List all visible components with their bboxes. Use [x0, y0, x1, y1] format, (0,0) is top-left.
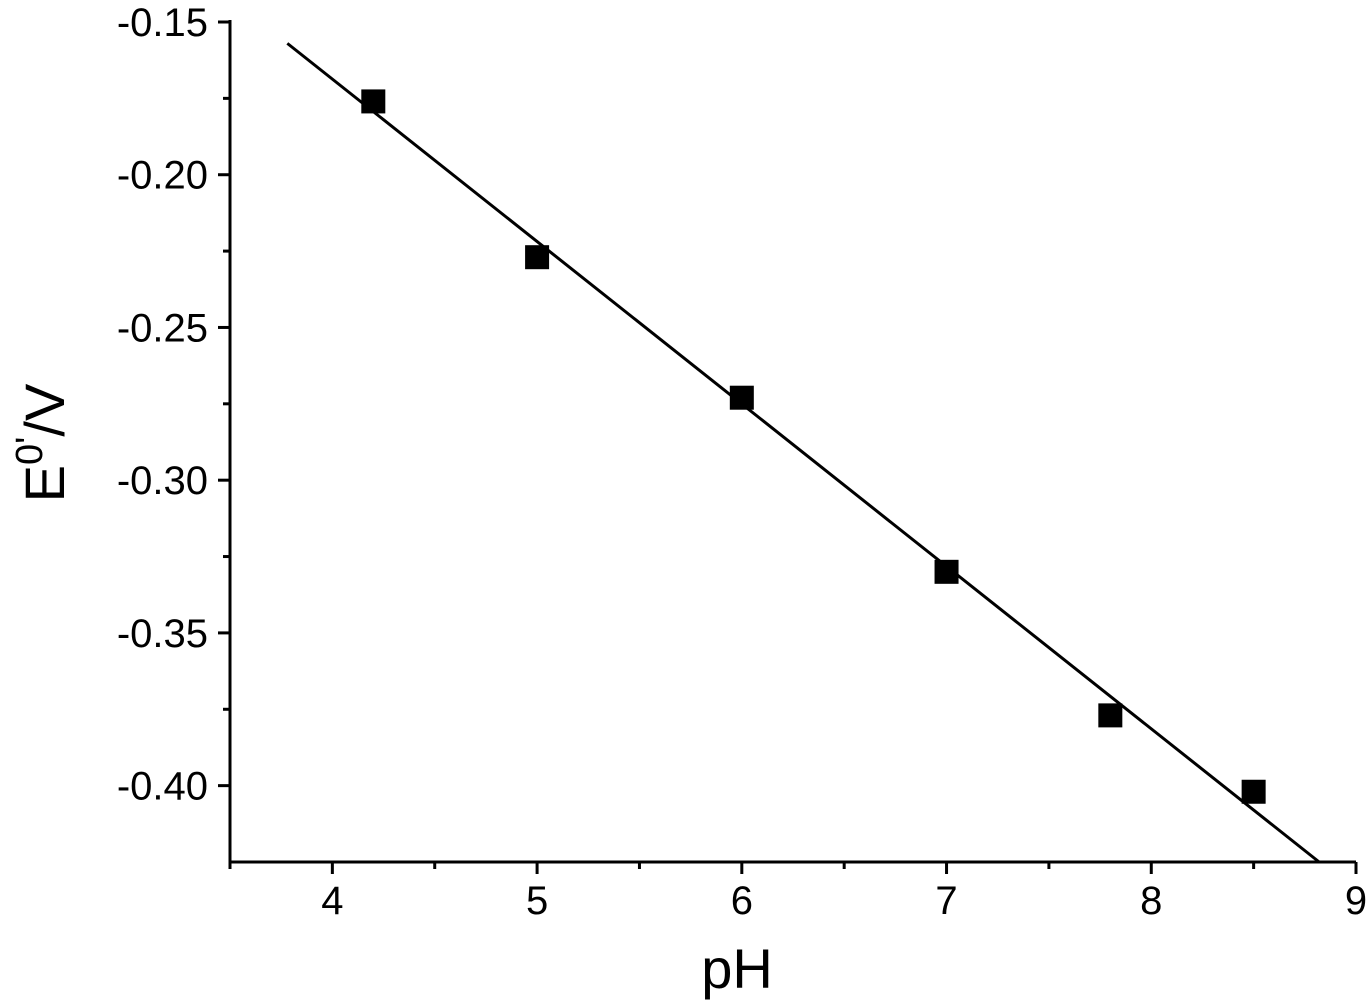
data-point — [1241, 779, 1266, 804]
data-points — [361, 89, 1266, 804]
data-point — [934, 559, 959, 584]
x-tick-label: 5 — [526, 879, 548, 923]
x-tick-label: 8 — [1140, 879, 1162, 923]
y-tick-label: -0.15 — [117, 1, 208, 45]
data-point — [729, 385, 754, 410]
x-axis-title: pH — [701, 937, 773, 1000]
fit-line-group — [286, 42, 1321, 864]
x-tick-label: 6 — [731, 879, 753, 923]
data-point — [525, 245, 550, 270]
x-tick-label: 9 — [1345, 879, 1367, 923]
y-tick-label: -0.40 — [117, 765, 208, 809]
tick-labels: 4 5 6 7 8 9 -0.15 -0.20 -0.25 -0.30 -0.35 -0.40 — [117, 1, 1367, 923]
y-tick-label: -0.25 — [117, 306, 208, 350]
y-axis-title: E0'/V — [9, 383, 76, 502]
y-tick-label: -0.35 — [117, 612, 208, 656]
y-axis-title-unit: /V — [13, 383, 76, 437]
x-tick-label: 4 — [321, 879, 343, 923]
y-tick-label: -0.30 — [117, 459, 208, 503]
data-point — [1098, 703, 1123, 728]
y-tick-label: -0.20 — [117, 154, 208, 198]
y-axis-title-superscript: 0' — [9, 437, 51, 465]
axes — [218, 20, 1358, 874]
fit-line — [286, 42, 1321, 864]
data-point — [361, 89, 386, 114]
y-axis-title-base: E — [13, 465, 76, 502]
x-tick-label: 7 — [935, 879, 957, 923]
